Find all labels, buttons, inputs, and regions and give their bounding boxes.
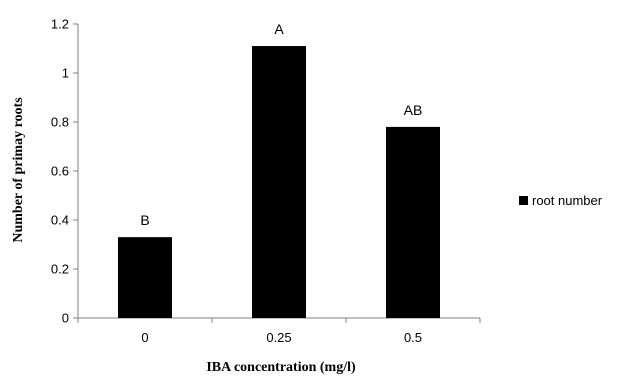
y-tick-label: 0.8 — [51, 115, 69, 130]
bar — [252, 46, 306, 319]
y-tick-label: 0.2 — [51, 262, 69, 277]
bar — [118, 237, 172, 318]
significance-letter: A — [274, 21, 284, 37]
bar — [386, 126, 440, 319]
significance-letters: B A AB — [140, 21, 422, 228]
legend: root number — [519, 193, 603, 208]
y-tick-label: 0.6 — [51, 164, 69, 179]
y-tick-label: 0.4 — [51, 213, 69, 228]
significance-letter: AB — [404, 102, 423, 118]
x-tick-label: 0.5 — [404, 330, 422, 345]
y-tick-label: 1 — [62, 66, 69, 81]
significance-letter: B — [140, 212, 149, 228]
legend-label: root number — [532, 193, 603, 208]
x-tick-label: 0 — [141, 330, 148, 345]
x-tick-label: 0.25 — [266, 330, 291, 345]
y-tick-label: 1.2 — [51, 17, 69, 32]
legend-swatch — [519, 196, 528, 205]
y-axis-ticks: 0 0.2 0.4 0.6 0.8 1 1.2 — [51, 17, 78, 326]
y-tick-label: 0 — [62, 311, 69, 326]
x-axis-ticks: 0 0.25 0.5 — [77, 318, 481, 345]
x-axis-title: IBA concentration (mg/l) — [206, 360, 356, 375]
y-axis-title: Number of primay roots — [11, 97, 26, 243]
bars — [118, 46, 440, 319]
